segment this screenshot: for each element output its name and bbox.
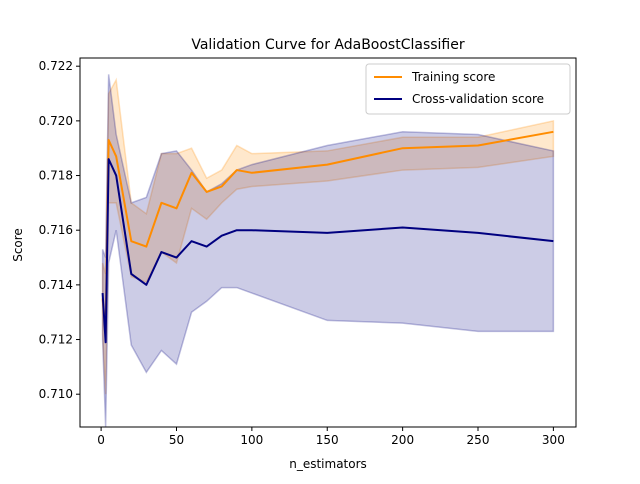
confidence-bands bbox=[101, 74, 555, 428]
confidence-band-series-1 bbox=[101, 74, 555, 428]
x-tick-label: 150 bbox=[316, 433, 339, 447]
x-tick-label: 50 bbox=[169, 433, 184, 447]
series-line-1 bbox=[101, 158, 554, 344]
y-tick-label: 0.714 bbox=[39, 278, 73, 292]
y-tick-label: 0.720 bbox=[39, 114, 73, 128]
x-tick-label: 200 bbox=[391, 433, 414, 447]
series-lines bbox=[101, 130, 554, 344]
legend-label-0: Training score bbox=[411, 70, 495, 84]
legend: Training score Cross-validation score bbox=[365, 63, 571, 115]
x-axis: 0 50 100 150 200 250 300 bbox=[97, 427, 565, 447]
chart-title: Validation Curve for AdaBoostClassifier bbox=[191, 37, 465, 53]
x-tick-label: 0 bbox=[97, 433, 105, 447]
y-axis-label: Score bbox=[11, 228, 25, 262]
y-axis: 0.710 0.712 0.714 0.716 0.718 0.720 0.722 bbox=[39, 59, 80, 401]
y-tick-label: 0.718 bbox=[39, 169, 73, 183]
legend-box bbox=[365, 63, 571, 115]
y-tick-label: 0.722 bbox=[39, 59, 73, 73]
y-tick-label: 0.712 bbox=[39, 333, 73, 347]
legend-label-1: Cross-validation score bbox=[412, 92, 544, 106]
x-tick-label: 300 bbox=[542, 433, 565, 447]
x-tick-label: 250 bbox=[467, 433, 490, 447]
series-line-0 bbox=[101, 130, 554, 336]
y-tick-label: 0.716 bbox=[39, 223, 73, 237]
x-tick-label: 100 bbox=[240, 433, 263, 447]
x-axis-label: n_estimators bbox=[289, 457, 367, 471]
plot-frame bbox=[79, 57, 577, 428]
y-tick-label: 0.710 bbox=[39, 387, 73, 401]
